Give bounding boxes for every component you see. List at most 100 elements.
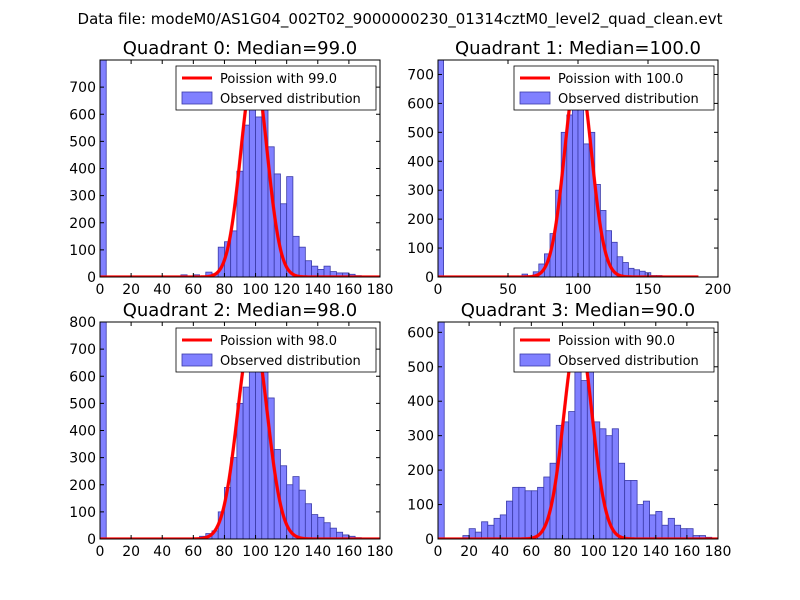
- histogram-bar: [562, 421, 570, 539]
- quadrant-0-panel: Quadrant 0: Median=99.00 20 40 60 80 100 120 14…: [69, 38, 393, 298]
- x-tick-label: 160: [336, 282, 363, 298]
- x-tick-label: 80: [554, 544, 572, 560]
- y-tick-label: 100: [407, 241, 434, 257]
- figure-suptitle: Data file: modeM0/AS1G04_002T02_90000002…: [78, 10, 723, 29]
- x-tick-label: 100: [242, 544, 269, 560]
- y-tick-label: 500: [407, 360, 434, 376]
- y-tick-label: 600: [69, 107, 96, 123]
- panel-title: Quadrant 0: Median=99.0: [123, 38, 358, 59]
- y-tick-label: 0: [87, 532, 96, 548]
- y-tick-label: 100: [69, 243, 96, 259]
- histogram-bar: [255, 116, 263, 277]
- poisson-curve: [100, 69, 380, 277]
- legend-bar-swatch: [519, 353, 551, 367]
- quadrant-1-panel: Quadrant 1: Median=100.0 0 50 100 150 200 0 100…: [407, 38, 731, 298]
- axes-frame: [437, 321, 719, 540]
- panel-title: Quadrant 3: Median=90.0: [461, 300, 696, 321]
- poisson-curve: [438, 67, 700, 277]
- histogram-bar: [580, 380, 588, 539]
- histogram-bar: [317, 516, 325, 539]
- histogram-bar: [661, 524, 669, 539]
- legend-label-observed: Observed distribution: [558, 354, 699, 369]
- panel-title: Quadrant 2: Median=98.0: [123, 300, 358, 321]
- x-tick-label: 100: [580, 544, 607, 560]
- histogram-bar: [518, 486, 526, 539]
- histogram-bar: [611, 428, 619, 539]
- legend: Poission with 99.0 Observed distribution: [175, 65, 377, 111]
- y-tick-label: 600: [407, 325, 434, 341]
- y-tick-label: 200: [69, 216, 96, 232]
- x-tick-label: 40: [153, 544, 171, 560]
- x-tick-label: 160: [336, 544, 363, 560]
- y-tick-label: 200: [407, 212, 434, 228]
- histogram-bar: [583, 143, 590, 277]
- histogram-bar: [686, 528, 694, 539]
- legend: Poission with 98.0 Observed distribution: [175, 327, 377, 373]
- legend: Poission with 90.0 Observed distribution: [513, 327, 715, 373]
- y-tick-label: 100: [69, 505, 96, 521]
- x-tick-label: 0: [96, 544, 105, 560]
- histogram-bar: [624, 480, 632, 539]
- histogram-bar: [438, 60, 444, 277]
- x-tick-label: 80: [216, 282, 234, 298]
- x-tick-label: 40: [153, 282, 171, 298]
- x-tick-label: 20: [122, 282, 140, 298]
- x-tick-label: 120: [611, 544, 638, 560]
- histogram-bar: [667, 517, 675, 539]
- histogram-bar: [499, 514, 507, 539]
- y-tick-label: 700: [69, 80, 96, 96]
- y-tick-label: 300: [69, 451, 96, 467]
- x-tick-label: 20: [122, 544, 140, 560]
- x-tick-label: 60: [184, 282, 202, 298]
- y-tick-label: 300: [407, 183, 434, 199]
- histogram-bar: [530, 490, 538, 539]
- histogram-bar: [298, 246, 306, 277]
- histogram-bar: [649, 514, 657, 539]
- histogram-bar: [438, 322, 445, 539]
- y-tick-label: 0: [425, 270, 434, 286]
- poisson-curve: [100, 328, 380, 539]
- histogram-bar: [292, 476, 300, 539]
- histogram-bar: [524, 490, 532, 539]
- histogram-bar: [674, 524, 682, 539]
- histogram-bar: [506, 500, 514, 539]
- histogram-bar: [618, 462, 626, 539]
- x-tick-label: 140: [642, 544, 669, 560]
- legend-label-observed: Observed distribution: [558, 92, 699, 107]
- y-tick-label: 300: [407, 429, 434, 445]
- plot-area: [100, 60, 380, 277]
- histogram-bar: [242, 124, 250, 277]
- histogram-bar: [568, 411, 576, 539]
- y-tick-label: 200: [407, 463, 434, 479]
- x-tick-label: 20: [460, 544, 478, 560]
- histogram-bar: [255, 367, 263, 539]
- y-tick-label: 600: [69, 369, 96, 385]
- x-tick-label: 50: [499, 282, 517, 298]
- x-tick-label: 40: [491, 544, 509, 560]
- legend-bar-swatch: [181, 353, 213, 367]
- y-tick-label: 700: [69, 342, 96, 358]
- histogram-bar: [298, 489, 306, 539]
- x-tick-label: 180: [367, 544, 394, 560]
- y-tick-label: 500: [69, 396, 96, 412]
- x-tick-label: 0: [434, 544, 443, 560]
- legend-bar-swatch: [181, 91, 213, 105]
- y-tick-label: 400: [407, 394, 434, 410]
- y-tick-label: 200: [69, 478, 96, 494]
- histogram-bar: [655, 511, 663, 539]
- y-tick-label: 400: [69, 424, 96, 440]
- x-tick-label: 60: [522, 544, 540, 560]
- x-tick-label: 120: [273, 282, 300, 298]
- histogram-bar: [512, 486, 520, 539]
- x-tick-label: 100: [565, 282, 592, 298]
- histogram-bar: [487, 524, 495, 539]
- x-tick-label: 140: [304, 544, 331, 560]
- legend-label-observed: Observed distribution: [220, 92, 361, 107]
- x-tick-label: 180: [367, 282, 394, 298]
- y-tick-label: 500: [407, 125, 434, 141]
- x-tick-label: 80: [216, 544, 234, 560]
- legend-bar-swatch: [519, 91, 551, 105]
- x-tick-label: 200: [705, 282, 732, 298]
- quadrant-3-panel: Quadrant 3: Median=90.0 0 20 40 60 80 100 120 14…: [407, 300, 731, 560]
- panel-title: Quadrant 1: Median=100.0: [455, 38, 701, 59]
